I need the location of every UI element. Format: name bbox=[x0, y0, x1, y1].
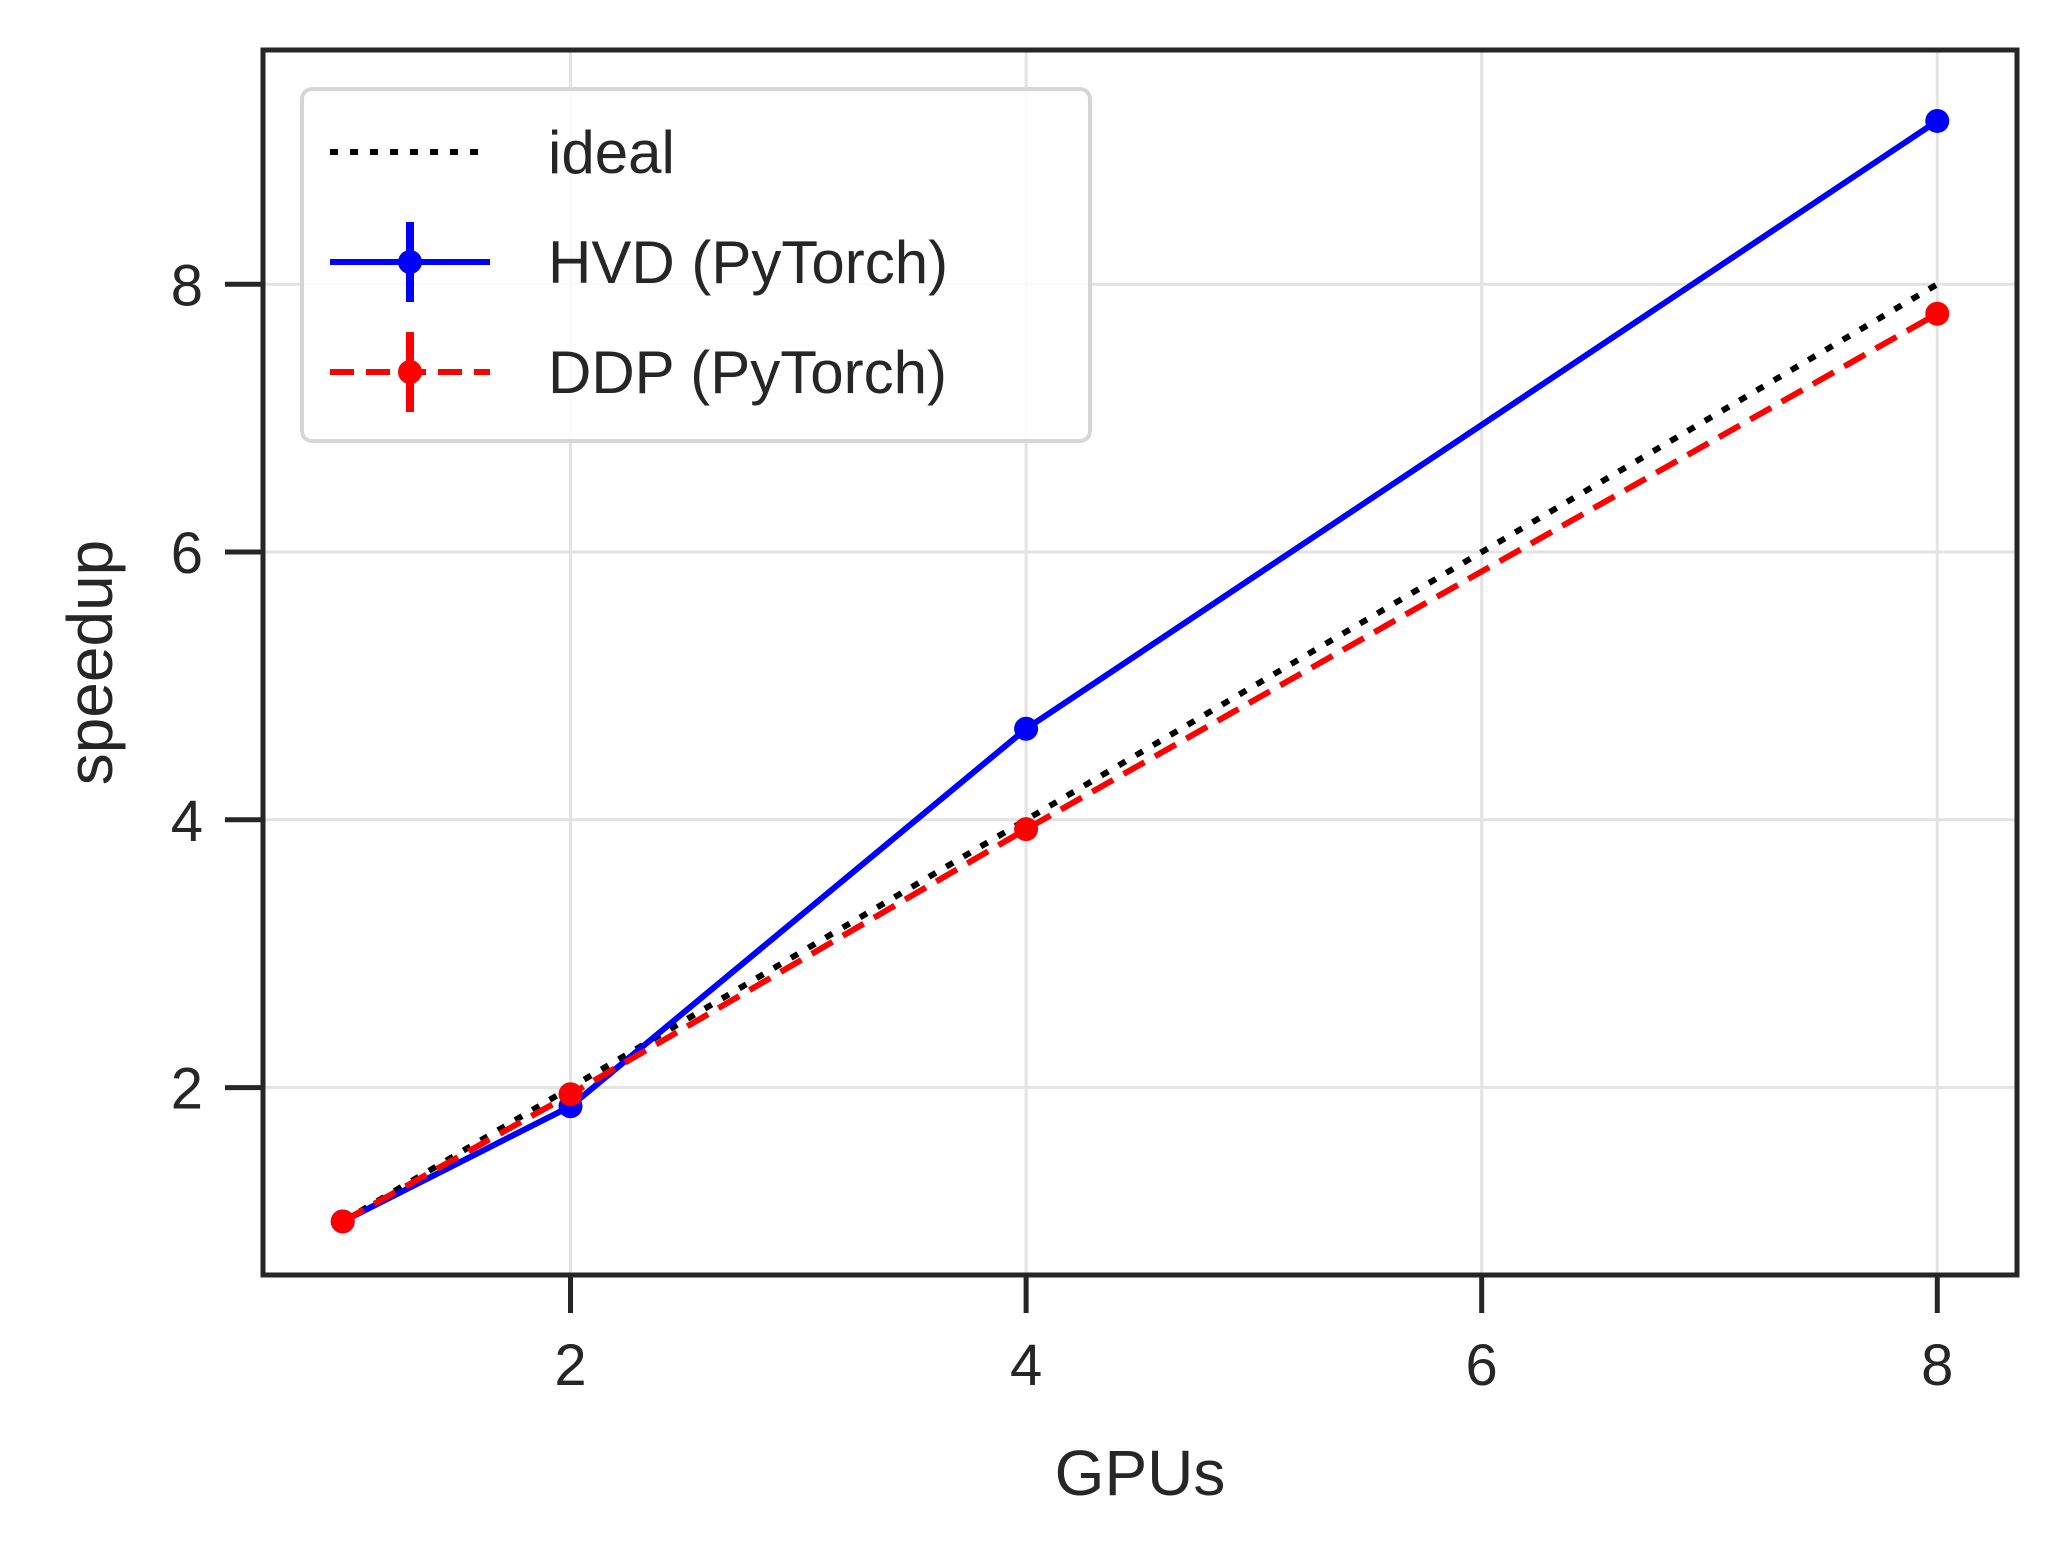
x-tick-label-2: 6 bbox=[1466, 1333, 1498, 1398]
series-2 bbox=[330, 301, 1950, 1234]
y-tick-label-0: 2 bbox=[171, 1057, 203, 1122]
data-point-2-1 bbox=[558, 1082, 583, 1107]
series-line-1 bbox=[341, 118, 1939, 1225]
y-axis-label: speedup bbox=[54, 540, 126, 786]
legend-label-1: HVD (PyTorch) bbox=[548, 229, 948, 296]
series-line-2 bbox=[341, 311, 1939, 1225]
series-0 bbox=[341, 281, 1939, 1225]
legend-marker-2 bbox=[398, 360, 422, 384]
legend-label-2: DDP (PyTorch) bbox=[548, 339, 947, 406]
data-point-1-2 bbox=[1014, 716, 1039, 741]
x-tick-label-0: 2 bbox=[554, 1333, 586, 1398]
data-point-2-3 bbox=[1925, 301, 1950, 326]
y-tick-label-2: 6 bbox=[171, 521, 203, 586]
legend-entry-1: HVD (PyTorch) bbox=[330, 222, 948, 302]
x-tick-label-3: 8 bbox=[1921, 1333, 1953, 1398]
legend-entry-2: DDP (PyTorch) bbox=[330, 332, 947, 412]
series-layer bbox=[330, 108, 1950, 1234]
axis-ticks: 2 4 6 8 2 4 6 8 bbox=[171, 253, 1954, 1398]
x-tick-label-1: 4 bbox=[1010, 1333, 1042, 1398]
data-point-2-0 bbox=[330, 1209, 355, 1234]
y-tick-label-3: 8 bbox=[171, 253, 203, 318]
y-tick-label-1: 4 bbox=[171, 789, 203, 854]
legend-label-0: ideal bbox=[548, 119, 675, 186]
legend-entry-0: ideal bbox=[330, 119, 675, 186]
data-point-2-2 bbox=[1014, 817, 1039, 842]
legend-marker-1 bbox=[398, 250, 422, 274]
data-point-1-3 bbox=[1925, 108, 1950, 133]
legend: ideal HVD (PyTorch) DDP (PyTorch) bbox=[300, 87, 1092, 443]
legend-box bbox=[300, 87, 1092, 443]
x-axis-label: GPUs bbox=[1055, 1437, 1226, 1509]
plot-area-frame bbox=[260, 47, 2020, 1278]
series-line-0 bbox=[341, 281, 1939, 1225]
